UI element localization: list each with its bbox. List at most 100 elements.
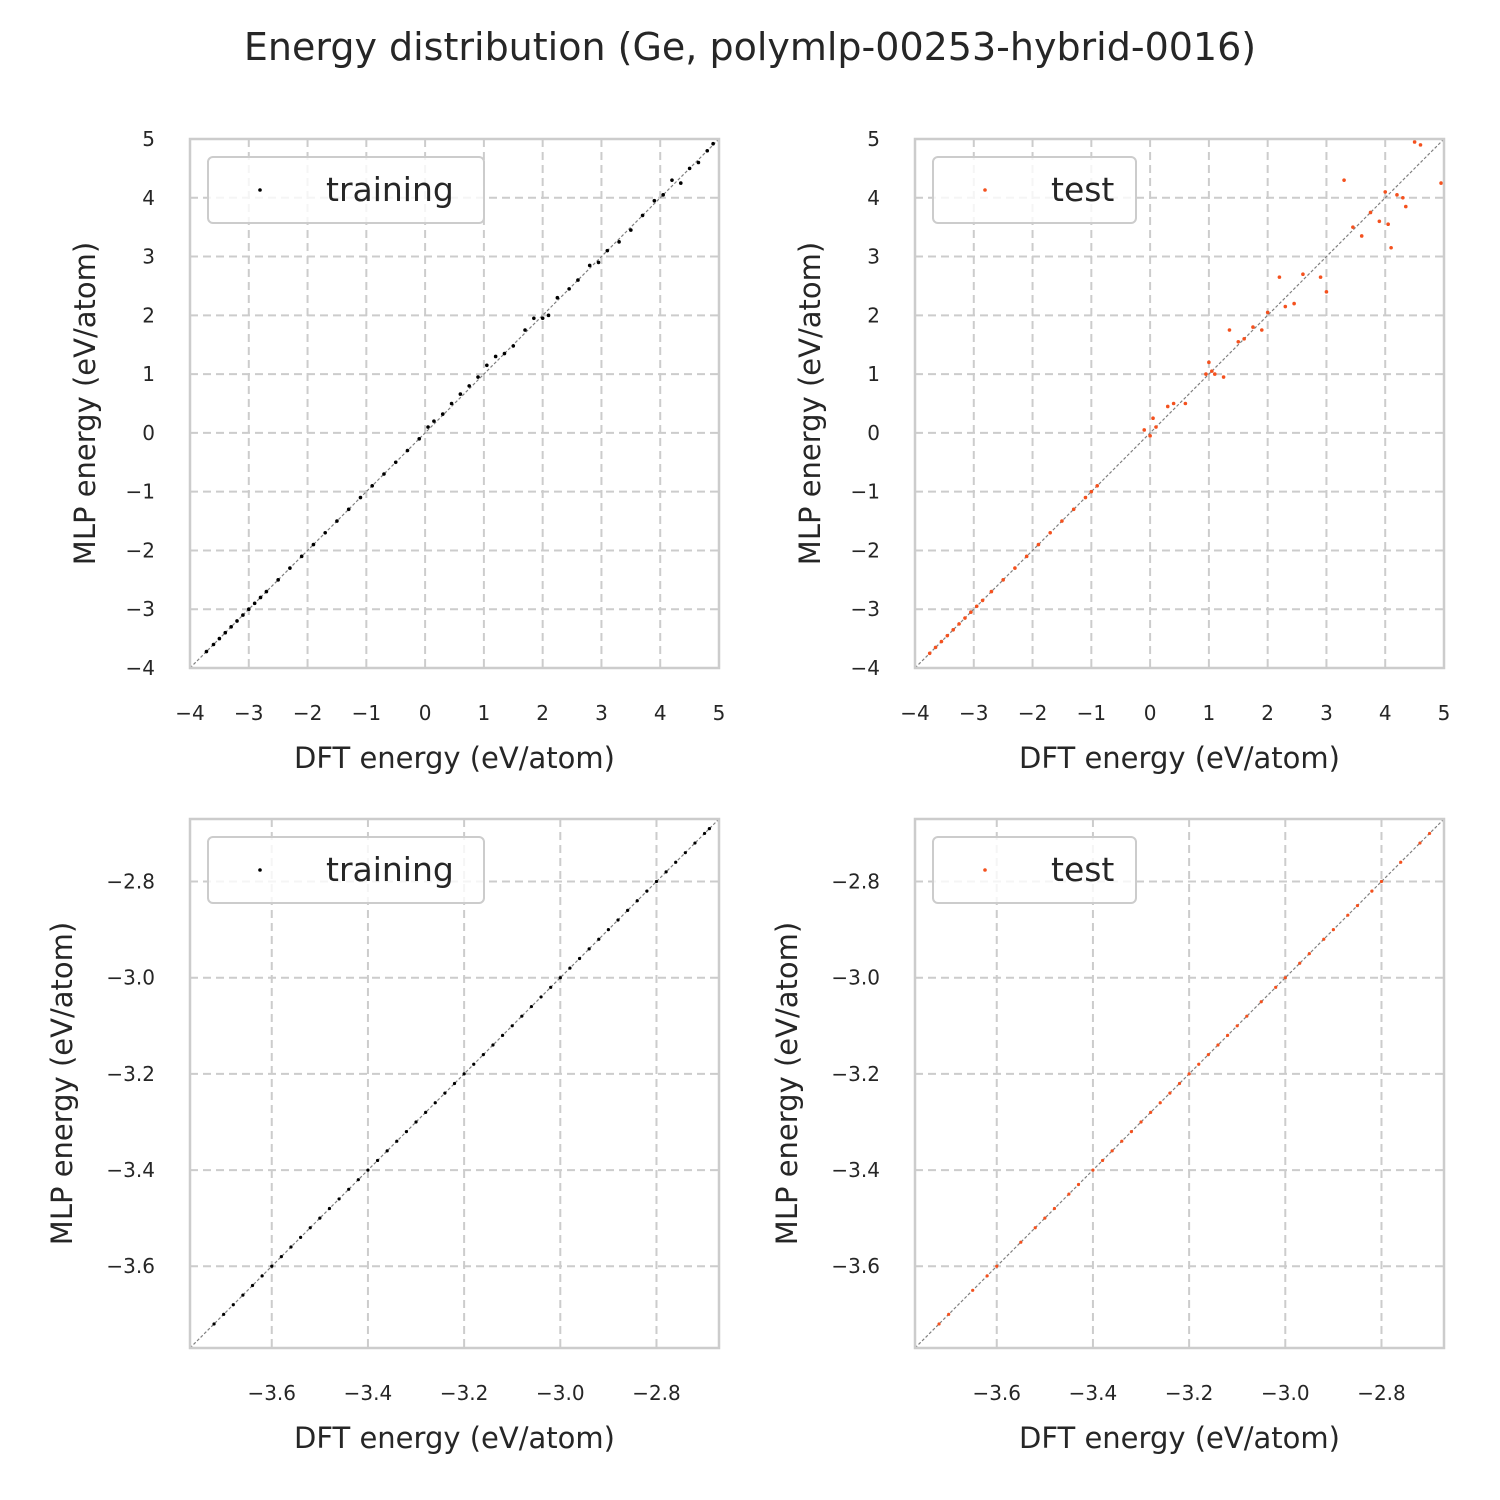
data-point [980, 598, 985, 603]
data-point [1346, 913, 1350, 917]
data-point [1001, 578, 1005, 582]
y-axis-label: MLP energy (eV/atom) [770, 922, 804, 1245]
data-point [1298, 961, 1302, 965]
x-tick-label: 4 [654, 701, 667, 725]
legend: test [932, 836, 1137, 904]
data-point [323, 531, 327, 535]
data-point [299, 1235, 303, 1239]
data-point [951, 627, 956, 632]
data-point [1171, 401, 1176, 406]
data-point [1399, 860, 1403, 864]
data-point [1036, 542, 1041, 547]
legend-box [207, 836, 485, 904]
data-point [417, 436, 422, 441]
data-point [264, 589, 269, 594]
data-point [523, 328, 527, 332]
data-point [1043, 1216, 1047, 1220]
legend-label: test [1051, 170, 1114, 209]
data-point [1210, 369, 1214, 373]
y-tick-label: −2 [851, 538, 880, 562]
data-point [1216, 1043, 1220, 1047]
data-point [375, 1158, 380, 1163]
x-axis-label: DFT energy (eV/atom) [1019, 741, 1340, 775]
y-tick-label: 1 [867, 362, 880, 386]
data-point [327, 1206, 332, 1211]
y-tick-label: 3 [142, 245, 155, 269]
x-tick-label: −3.0 [1261, 1381, 1310, 1405]
data-point [405, 448, 410, 453]
axes-frame [188, 817, 721, 1350]
data-point [395, 1139, 399, 1143]
data-point [1265, 310, 1270, 315]
data-point [385, 1149, 389, 1153]
data-point [1149, 1110, 1153, 1114]
data-point [1100, 1158, 1105, 1163]
data-point [472, 1062, 476, 1066]
data-point [1395, 193, 1399, 197]
legend-label: test [1051, 850, 1114, 889]
data-point [250, 1283, 255, 1288]
data-point [1197, 1062, 1201, 1066]
data-point [1183, 401, 1188, 406]
data-point [382, 472, 386, 476]
data-point [1048, 531, 1052, 535]
data-point [1245, 1014, 1249, 1018]
data-point [258, 595, 263, 600]
data-point [1033, 1226, 1037, 1230]
data-point [555, 295, 560, 300]
y-tick-label: −3 [126, 597, 155, 621]
y-tick-label: −2.8 [831, 870, 880, 894]
data-point [1225, 1033, 1230, 1038]
data-point [212, 1322, 216, 1326]
x-tick-label: −4 [175, 701, 204, 725]
data-point [1342, 178, 1346, 182]
x-tick-label: −3 [959, 701, 988, 725]
data-point [1083, 495, 1088, 500]
data-point [502, 351, 507, 356]
data-point [606, 928, 610, 932]
legend-label: training [326, 850, 454, 889]
x-tick-label: −2 [293, 701, 322, 725]
data-point [587, 263, 592, 268]
data-point [1052, 1206, 1057, 1211]
data-point [664, 870, 668, 874]
data-point [933, 645, 938, 650]
data-point [1318, 275, 1323, 279]
legend-marker [258, 868, 262, 872]
data-point [1274, 985, 1278, 989]
data-point [476, 375, 480, 379]
panel-4: −3.6 −3.4 −3.2 −3.0 −2.8 −3.6 −3.4 −3.2 −3.0 −2.8… [770, 817, 1446, 1455]
data-point [335, 519, 339, 523]
data-point [491, 1043, 495, 1047]
data-point [1386, 222, 1390, 227]
y-tick-label: −2 [126, 538, 155, 562]
x-tick-label: −3.2 [440, 1381, 489, 1405]
x-tick-label: −4 [900, 701, 929, 725]
data-point [937, 1322, 941, 1326]
data-point [1221, 375, 1226, 379]
data-point [1142, 428, 1147, 432]
data-point [661, 193, 665, 197]
data-point [1158, 1101, 1162, 1105]
legend: training [207, 836, 485, 904]
data-point [629, 228, 633, 232]
data-point [452, 1081, 457, 1086]
y-tick-label: 1 [142, 362, 155, 386]
data-point [1379, 879, 1384, 884]
x-tick-label: 1 [1203, 701, 1216, 725]
data-point [393, 460, 398, 465]
axes-frame [913, 817, 1446, 1350]
data-point [693, 841, 697, 845]
x-axis-label: DFT energy (eV/atom) [294, 1421, 615, 1455]
data-point [1403, 204, 1408, 209]
data-point [500, 1033, 505, 1038]
data-point [1204, 372, 1208, 376]
panel-1: −4 −3 −2 −1 0 1 2 3 4 5 −4 −3 −2 −1 0 1 2 3 4 5 DFT energy (… [68, 127, 725, 775]
legend-box [932, 836, 1137, 904]
x-tick-label: −2 [1018, 701, 1047, 725]
data-point [1024, 554, 1029, 559]
x-tick-label: 2 [1261, 701, 1274, 725]
data-point [1071, 507, 1076, 512]
data-point [617, 240, 621, 244]
data-point [597, 937, 601, 941]
